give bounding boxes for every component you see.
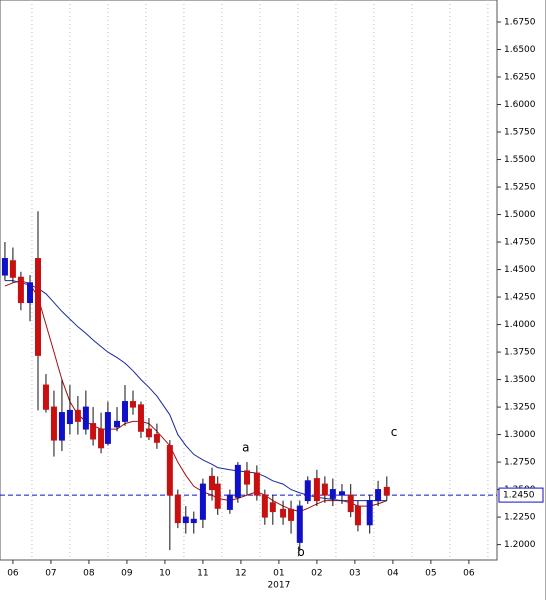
- candle-body: [42, 384, 49, 410]
- x-tick-label: 12: [235, 569, 246, 579]
- candle-body: [82, 406, 89, 430]
- annotation: a: [242, 440, 249, 454]
- candle-body: [1, 258, 8, 276]
- current-price-box: [498, 487, 544, 503]
- y-tick-label: 1.6750: [504, 18, 536, 28]
- candle-body: [234, 464, 241, 498]
- candle-body: [243, 470, 250, 485]
- candle-body: [74, 409, 81, 422]
- y-tick-label: 1.5500: [504, 155, 536, 165]
- candle-body: [214, 483, 221, 509]
- x-tick-label: 06: [463, 569, 475, 579]
- y-tick-label: 1.5250: [504, 183, 536, 193]
- y-tick-label: 1.4000: [504, 320, 536, 330]
- candle-body: [226, 494, 233, 510]
- y-tick-label: 1.5000: [504, 210, 536, 220]
- candle-body: [166, 445, 173, 496]
- y-tick-label: 1.4500: [504, 265, 536, 275]
- candle-body: [313, 478, 320, 502]
- y-tick-label: 1.5750: [504, 128, 536, 138]
- candle-body: [114, 420, 121, 428]
- candle-body: [304, 480, 311, 502]
- current-price-label: 1.2450: [503, 491, 535, 501]
- candle-body: [182, 516, 189, 524]
- candle-body: [17, 276, 24, 304]
- candle-body: [153, 434, 160, 443]
- y-tick-label: 1.3000: [504, 430, 536, 440]
- candle-body: [190, 518, 197, 524]
- candle-body: [58, 412, 65, 441]
- candle-body: [27, 282, 34, 304]
- candle-body: [338, 491, 345, 496]
- candle-body: [90, 423, 97, 440]
- annotation: c: [391, 425, 398, 439]
- candle-body: [129, 401, 136, 408]
- candle-body: [104, 412, 111, 444]
- y-tick-label: 1.6500: [504, 45, 536, 55]
- y-tick-label: 1.3250: [504, 403, 536, 413]
- candle-body: [199, 483, 206, 520]
- candle-body: [347, 494, 354, 513]
- x-tick-label: 11: [197, 569, 208, 579]
- candle-body: [66, 409, 73, 425]
- candle-body: [50, 406, 57, 441]
- y-tick-label: 1.2000: [504, 540, 536, 550]
- x-tick-label: 08: [83, 569, 95, 579]
- y-tick-label: 1.2250: [504, 513, 536, 523]
- moving-average-line: [4, 280, 387, 513]
- x-tick-label: 06: [7, 569, 19, 579]
- y-tick-label: 1.4250: [504, 293, 536, 303]
- candle-body: [288, 508, 295, 521]
- x-tick-label: 07: [45, 569, 56, 579]
- candle-body: [375, 489, 382, 502]
- x-tick-label: 02: [311, 569, 322, 579]
- annotation: b: [297, 545, 305, 559]
- candle-body: [269, 502, 276, 513]
- y-tick-label: 1.3750: [504, 348, 536, 358]
- plot-area: [0, 0, 498, 561]
- candle-body: [122, 401, 129, 422]
- x-tick-label: 09: [121, 569, 133, 579]
- y-tick-label: 1.6250: [504, 73, 536, 83]
- candle-body: [137, 404, 144, 432]
- x-tick-label: 01: [273, 569, 284, 579]
- candle-body: [383, 486, 390, 496]
- x-tick-label: 04: [387, 569, 399, 579]
- y-tick-label: 1.3500: [504, 375, 536, 385]
- candle-body: [174, 494, 181, 524]
- candle-body: [261, 494, 268, 518]
- candle-body: [280, 508, 287, 518]
- candle-body: [354, 505, 361, 526]
- y-tick-label: 1.2750: [504, 458, 536, 468]
- candle-body: [366, 500, 373, 526]
- candle-body: [145, 428, 152, 438]
- candle-body: [98, 428, 105, 449]
- x-tick-label: 03: [349, 569, 360, 579]
- candle-body: [321, 483, 328, 496]
- y-tick-label: 1.6000: [504, 100, 536, 110]
- candle-body: [209, 475, 216, 491]
- y-tick-label: 1.4750: [504, 238, 536, 248]
- candle-body: [296, 505, 303, 543]
- candle-body: [34, 258, 41, 356]
- x-tick-label: 10: [159, 569, 171, 579]
- candle-body: [329, 489, 336, 499]
- candle-body: [9, 260, 16, 278]
- moving-average-line: [4, 280, 387, 502]
- year-label: 2017: [267, 581, 290, 591]
- x-tick-label: 05: [425, 569, 436, 579]
- candle-body: [253, 472, 260, 496]
